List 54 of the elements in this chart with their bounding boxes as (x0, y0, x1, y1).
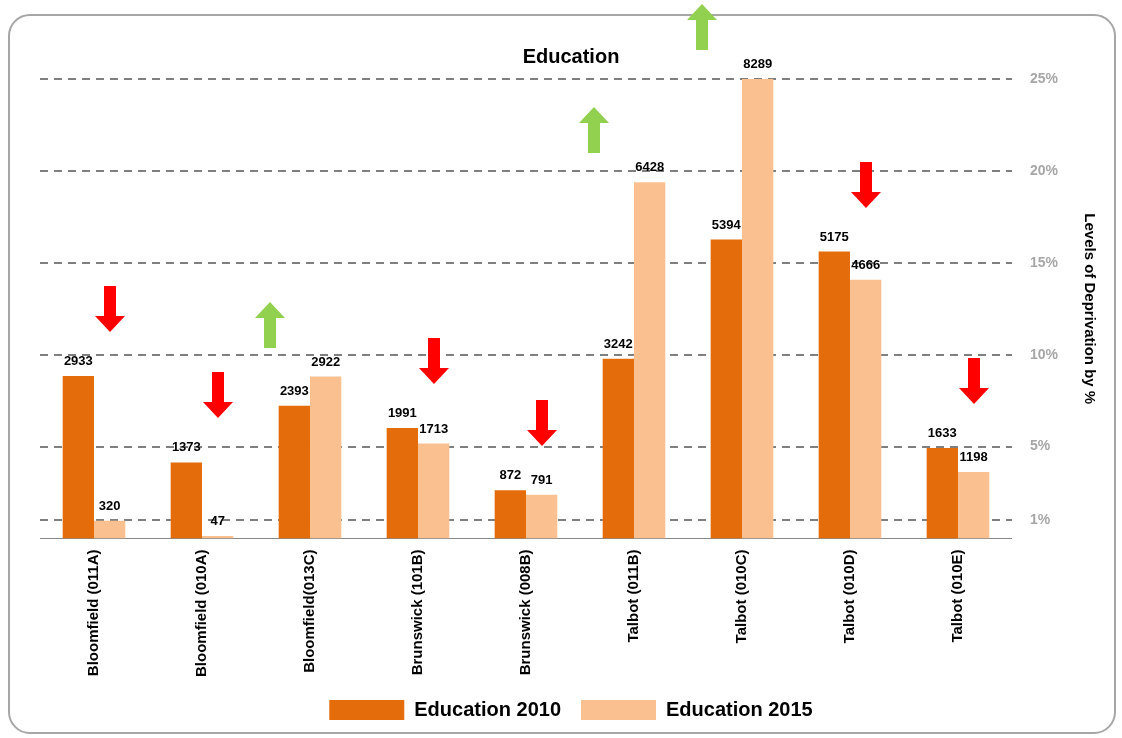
y2-tick-label: 5% (1029, 437, 1051, 454)
x-tick-label: Talbot (010C) (732, 549, 750, 644)
bar (818, 251, 850, 539)
data-label: 3242 (603, 335, 633, 351)
y2-tick-label: 15% (1029, 253, 1059, 270)
data-label: 47 (210, 512, 225, 528)
data-label: 8289 (743, 56, 773, 72)
legend-label: Education 2010 (414, 697, 561, 720)
y2-axis-title: Levels of Deprivation by % (1081, 213, 1099, 405)
x-tick-label: Brunswick (008B) (516, 549, 534, 676)
bar (278, 405, 310, 539)
data-label: 791 (530, 471, 553, 487)
data-label: 1373 (171, 439, 201, 455)
bar (170, 462, 202, 539)
bar (417, 443, 450, 539)
bar (741, 79, 774, 539)
x-tick-label: Bloomfield (011A) (84, 549, 102, 677)
data-label: 2393 (279, 382, 309, 398)
bar (386, 428, 418, 539)
x-tick-label: Talbot (010D) (840, 549, 858, 644)
bar (309, 376, 342, 539)
data-label: 4666 (851, 256, 881, 272)
bar (633, 182, 666, 539)
bar (602, 358, 634, 539)
x-tick-label: Bloomfield (010A) (192, 549, 210, 677)
data-label: 5394 (711, 216, 742, 232)
legend-label: Education 2015 (666, 697, 813, 720)
data-label: 872 (499, 467, 522, 483)
data-label: 1713 (419, 420, 449, 436)
data-label: 1198 (959, 449, 988, 465)
bar (62, 375, 94, 539)
data-label: 1991 (387, 405, 417, 421)
bar (94, 520, 126, 539)
bar (494, 490, 526, 539)
data-label: 1633 (927, 425, 957, 441)
y2-tick-label: 10% (1029, 345, 1059, 362)
data-label: 5175 (819, 228, 849, 244)
x-tick-label: Bloomfield(013C) (300, 549, 318, 673)
data-label: 6428 (635, 159, 665, 175)
bar (957, 472, 990, 539)
data-label: 320 (98, 497, 121, 513)
x-tick-label: Brunswick (101B) (408, 549, 426, 676)
x-tick-label: Talbot (011B) (624, 549, 642, 643)
y2-tick-label: 25% (1029, 69, 1059, 86)
y2-tick-label: 1% (1029, 510, 1051, 527)
data-label: 2933 (63, 352, 93, 368)
bar (849, 279, 882, 539)
bar (525, 494, 558, 539)
bar (926, 447, 958, 539)
chart-title: Education (522, 44, 620, 67)
bar (710, 239, 742, 539)
data-label: 2922 (311, 353, 341, 369)
y2-tick-label: 20% (1029, 161, 1059, 178)
x-tick-label: Talbot (010E) (948, 549, 966, 643)
